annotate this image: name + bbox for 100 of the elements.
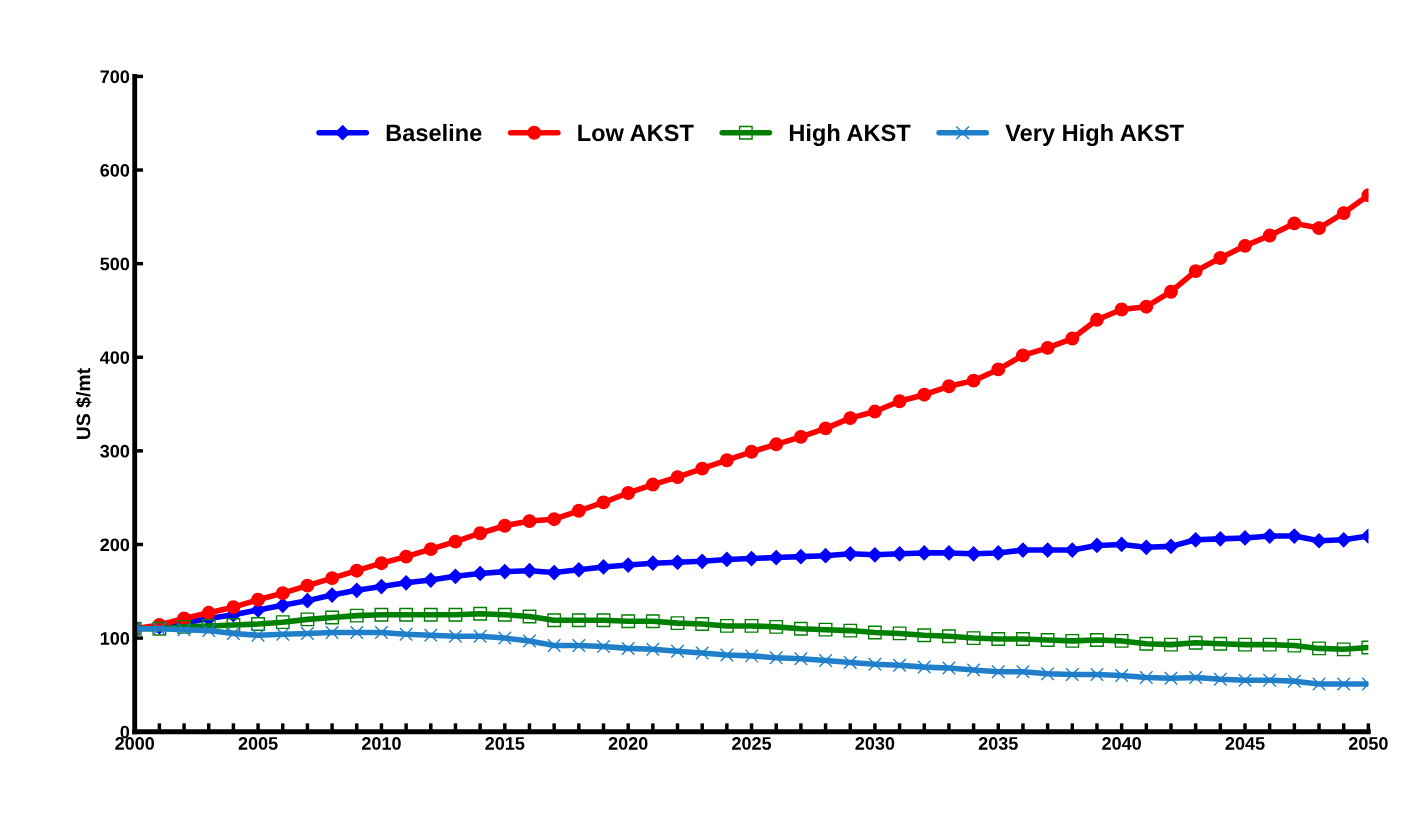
point (793, 429, 808, 444)
point (300, 578, 315, 593)
point (1138, 539, 1154, 555)
point (670, 470, 685, 485)
x-tick-label: 2030 (855, 737, 895, 750)
point (1262, 228, 1277, 243)
point (374, 556, 389, 571)
point (843, 655, 858, 670)
point (1238, 673, 1252, 688)
point (621, 614, 636, 629)
point (941, 545, 957, 561)
point (497, 518, 512, 533)
point (1188, 532, 1204, 548)
point (793, 621, 808, 636)
point (1114, 633, 1129, 648)
point (201, 623, 216, 638)
point (867, 547, 883, 563)
point (991, 664, 1006, 679)
point (571, 613, 586, 628)
point (571, 638, 586, 653)
x-tick-label: 2020 (608, 737, 648, 750)
point (941, 379, 956, 394)
point (1090, 667, 1104, 682)
point (325, 625, 340, 640)
point (1311, 533, 1327, 549)
point (1139, 636, 1154, 651)
point (916, 545, 932, 561)
y-tick-label: 500 (100, 257, 130, 271)
point (349, 563, 364, 578)
point (571, 562, 587, 578)
x-tick-label: 2010 (361, 737, 401, 750)
point (596, 639, 611, 654)
point (521, 563, 538, 579)
point (448, 629, 463, 644)
point (1188, 264, 1203, 279)
point (793, 549, 809, 565)
point (769, 619, 784, 634)
point (423, 572, 439, 588)
point (596, 613, 611, 628)
point (818, 421, 833, 436)
point (226, 626, 241, 641)
point (645, 642, 660, 657)
point (769, 650, 784, 665)
point (1065, 667, 1080, 682)
point (1262, 673, 1277, 688)
point (1164, 284, 1178, 299)
point (275, 627, 290, 642)
point (399, 607, 414, 622)
point (867, 625, 882, 640)
x-tick-label: 2035 (978, 737, 1018, 750)
point (349, 582, 365, 598)
point (1089, 537, 1105, 553)
point (522, 633, 537, 648)
point (670, 644, 685, 659)
point (842, 546, 858, 562)
point (843, 623, 858, 638)
point (325, 571, 340, 586)
point (448, 534, 463, 549)
point (596, 495, 611, 510)
point (1336, 642, 1351, 657)
point (349, 608, 364, 623)
point (966, 631, 981, 646)
point (941, 661, 956, 675)
point (275, 615, 290, 630)
point (694, 553, 710, 569)
point (917, 628, 932, 643)
point (374, 625, 389, 640)
y-tick-label: 100 (100, 632, 130, 645)
point (349, 625, 364, 640)
legend-label: Very High AKST (1005, 123, 1184, 146)
point (1312, 677, 1326, 691)
point (941, 629, 956, 644)
point (818, 622, 833, 637)
point (695, 646, 710, 661)
point (1015, 542, 1031, 558)
point (1114, 668, 1129, 683)
x-tick-label: 2045 (1225, 737, 1265, 750)
point (867, 404, 882, 419)
legend-label: Low AKST (578, 124, 694, 142)
point (645, 555, 661, 571)
y-tick-label: 400 (100, 351, 130, 364)
point (867, 657, 882, 672)
point (1090, 633, 1104, 647)
legend-label: High AKST (789, 123, 911, 146)
point (324, 587, 340, 603)
point (621, 486, 636, 500)
point (497, 631, 512, 646)
point (1188, 670, 1203, 685)
point (299, 593, 315, 609)
y-tick-label: 300 (100, 444, 130, 458)
point (300, 612, 315, 627)
point (620, 557, 636, 573)
x-tick-label: 2000 (115, 737, 155, 750)
point (201, 605, 216, 620)
point (695, 461, 710, 476)
point (1090, 312, 1104, 327)
point (1213, 636, 1228, 651)
point (472, 565, 488, 582)
point (423, 607, 438, 622)
point (423, 628, 438, 643)
